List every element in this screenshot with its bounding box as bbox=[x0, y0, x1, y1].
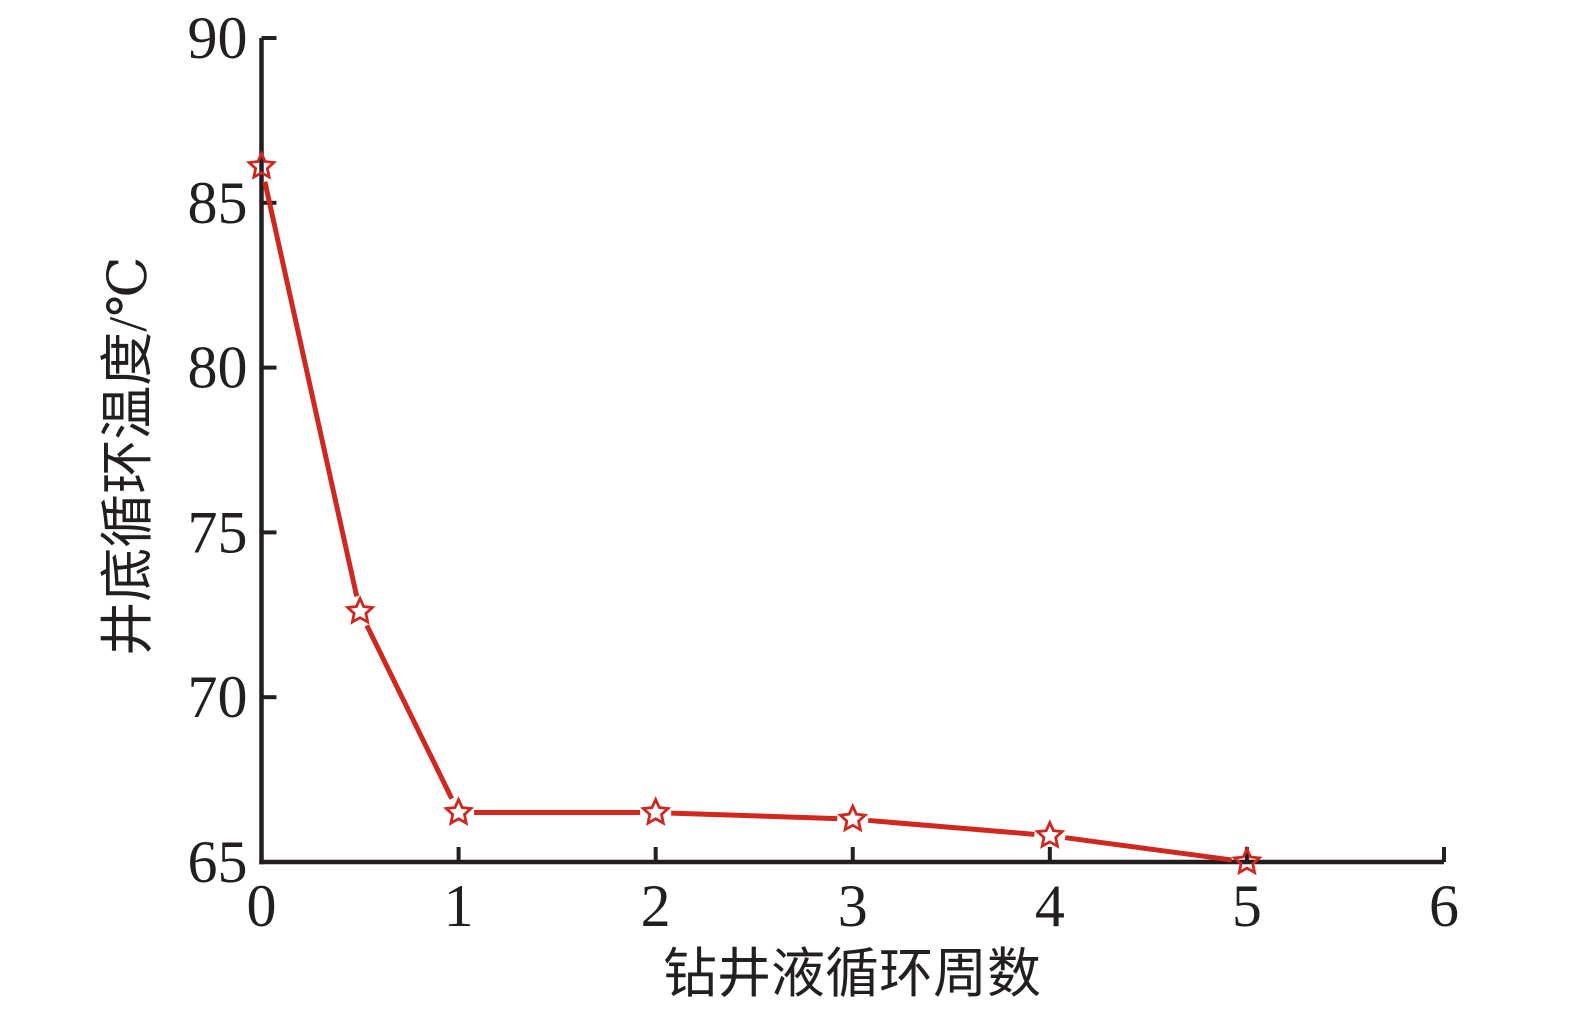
x-axis-label: 钻井液循环周数 bbox=[663, 944, 1041, 1004]
data-point-star-marker bbox=[245, 150, 278, 180]
series-line-segment bbox=[671, 810, 838, 822]
data-point-star-marker bbox=[640, 796, 672, 826]
y-tick-label: 70 bbox=[188, 664, 248, 730]
data-markers bbox=[245, 150, 1263, 876]
y-axis-label: 井底循环温度/℃ bbox=[98, 256, 158, 655]
x-tick-label: 2 bbox=[641, 873, 671, 939]
data-point-star-marker bbox=[1231, 845, 1263, 876]
tick-marks bbox=[259, 36, 1446, 864]
y-tick-label: 75 bbox=[188, 499, 248, 565]
y-tick-label: 80 bbox=[188, 335, 248, 401]
series-line-segment bbox=[262, 181, 360, 597]
x-tick-label: 6 bbox=[1429, 873, 1459, 939]
series-line-segment bbox=[867, 817, 1035, 837]
x-tick-label: 0 bbox=[247, 873, 277, 939]
x-tick-label: 5 bbox=[1232, 873, 1262, 939]
data-point-star-marker bbox=[1034, 819, 1066, 849]
tick-labels: 0 1 2 3 4 5 6 65 70 75 80 85 90 bbox=[188, 5, 1460, 939]
y-tick-label: 90 bbox=[188, 5, 248, 71]
y-tick-label: 85 bbox=[188, 170, 248, 236]
axes bbox=[259, 38, 1444, 865]
data-point-star-marker bbox=[837, 802, 869, 833]
data-point-star-marker bbox=[442, 796, 475, 826]
x-tick-label: 3 bbox=[838, 873, 868, 939]
x-tick-label: 1 bbox=[444, 873, 474, 939]
x-tick-label: 4 bbox=[1035, 873, 1065, 939]
y-tick-label: 65 bbox=[188, 829, 248, 895]
data-point-star-marker bbox=[344, 595, 376, 625]
series-line-segment bbox=[364, 624, 455, 800]
data-series bbox=[262, 181, 1232, 863]
series-line-segment bbox=[1064, 835, 1232, 863]
